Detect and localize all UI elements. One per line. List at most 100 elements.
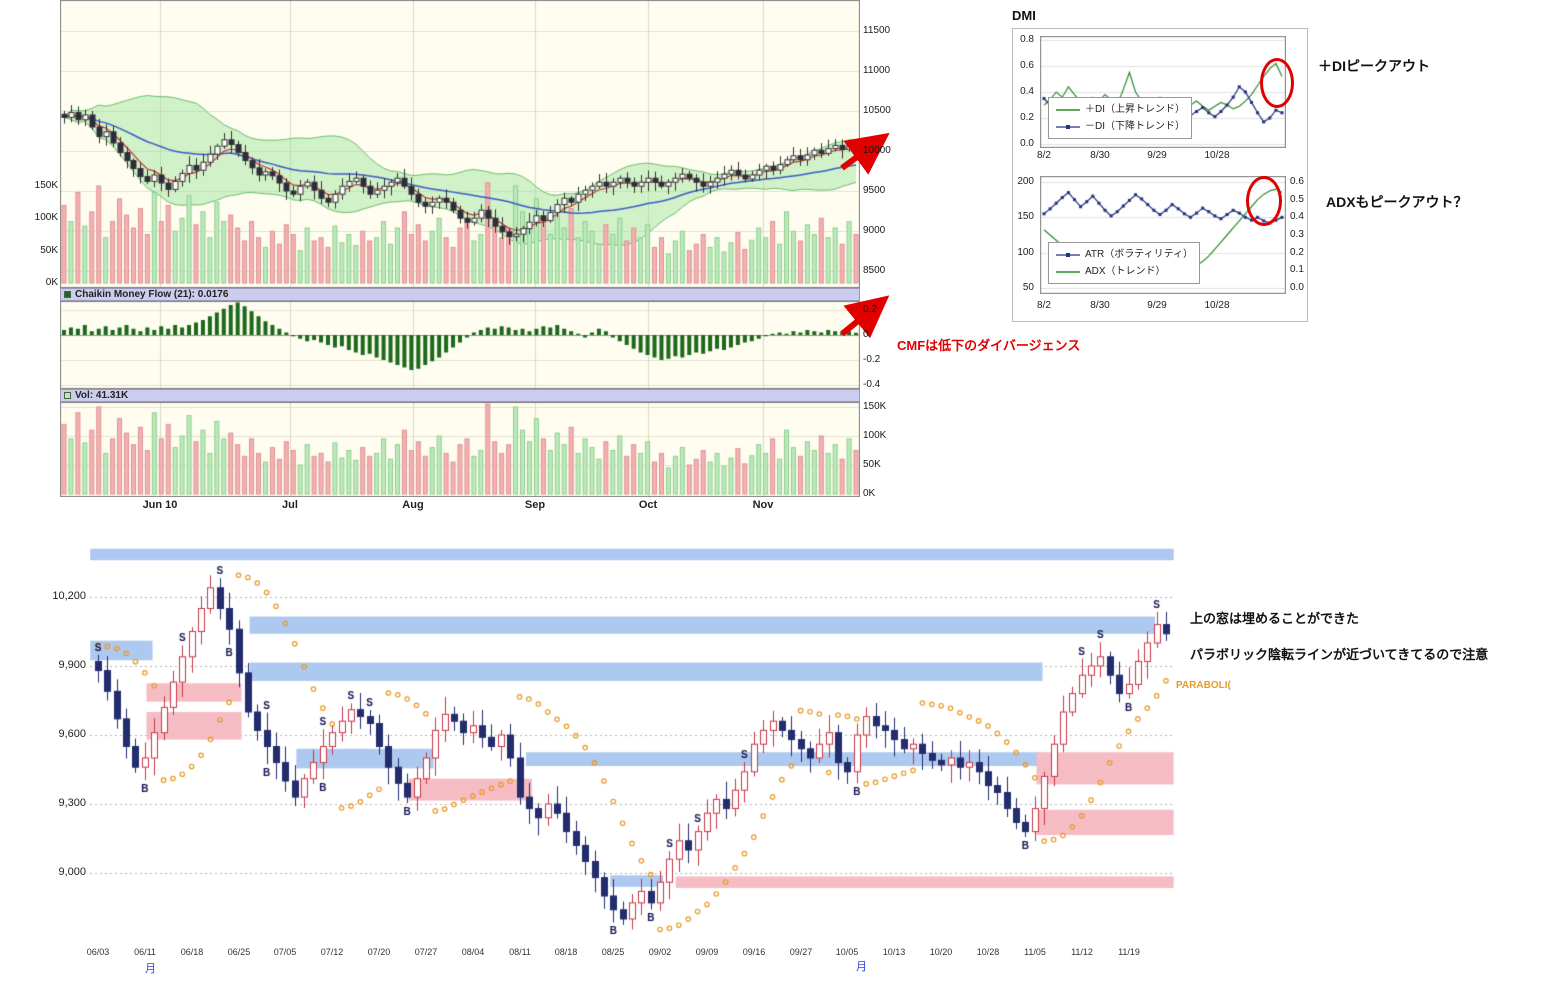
dmi-atr-x-tick: 9/29 — [1147, 300, 1167, 311]
daily-x-tick: 06/03 — [86, 947, 110, 957]
daily-x-tick: 07/12 — [320, 947, 344, 957]
daily-x-tick: 10/05 — [835, 947, 859, 957]
month-label: Jun 10 — [142, 499, 178, 511]
dmi-adx-y-tick: 0.4 — [1290, 211, 1304, 222]
atr-line-sample-icon — [1056, 252, 1080, 257]
daily-y-tick: 10,200 — [52, 590, 86, 602]
daily-candlestick-canvas — [90, 540, 1175, 952]
dmi-adx-y-tick: 0.2 — [1290, 247, 1304, 258]
window-filled-note: 上の窓は埋めることができた — [1190, 611, 1360, 626]
parabolic-legend-label: PARABOLI( — [1176, 680, 1231, 691]
daily-x-tick: 11/12 — [1071, 947, 1093, 957]
dmi-atr-y-tick: 100 — [1017, 247, 1034, 258]
daily-x-tick: 08/25 — [601, 947, 625, 957]
month-label: Sep — [524, 499, 546, 511]
cmf-axis-tick: -0.2 — [863, 354, 881, 365]
dmi-di-y-tick: 0.8 — [1020, 34, 1034, 45]
month-label: Aug — [402, 499, 424, 511]
price-axis-tick: 9500 — [863, 185, 886, 196]
volume-legend-label: Vol: 41.31K — [75, 390, 129, 401]
vol-axis-tick: 100K — [863, 430, 887, 441]
daily-x-tick: 10/28 — [976, 947, 1000, 957]
vol-axis-tick: 50K — [863, 459, 881, 470]
dmi-adx-y-tick: 0.1 — [1290, 264, 1304, 275]
daily-x-tick: 07/20 — [367, 947, 391, 957]
legend-item-minus-di: －DI（下降トレンド） — [1055, 118, 1185, 135]
cmf-header-strip: Chaikin Money Flow (21): 0.0176 — [60, 288, 860, 301]
price-axis-tick: 10500 — [863, 105, 891, 116]
cmf-legend-swatch-icon — [64, 291, 71, 298]
dmi-atr-y-tick: 200 — [1017, 176, 1034, 187]
daily-x-tick: 09/16 — [742, 947, 766, 957]
main-volume-axis-tick: 0K — [45, 277, 58, 288]
dmi-di-y-tick: 0.0 — [1020, 138, 1034, 149]
adx-peak-circle — [1246, 176, 1282, 226]
legend-item-adx: ADX（トレンド） — [1055, 263, 1193, 280]
price-axis-tick: 8500 — [863, 265, 886, 276]
plus-di-label: ＋DI（上昇トレンド） — [1085, 104, 1185, 115]
month-label: Nov — [752, 499, 774, 511]
daily-x-tick: 10/20 — [929, 947, 953, 957]
daily-x-tick: 09/27 — [789, 947, 813, 957]
adx-peakout-note: ADXもピークアウト？ — [1326, 194, 1468, 210]
dmi-adx-y-tick: 0.0 — [1290, 282, 1304, 293]
di-peak-circle — [1260, 58, 1294, 108]
dmi-adx-y-tick: 0.6 — [1290, 176, 1304, 187]
parabolic-warning-note: パラボリック陰転ラインが近づいてきてるので注意 — [1190, 647, 1489, 662]
dmi-atr-x-tick: 8/2 — [1037, 300, 1051, 311]
dmi-atr-y-tick: 50 — [1022, 282, 1034, 293]
daily-x-tick: 10/13 — [882, 947, 906, 957]
price-axis-tick: 11000 — [863, 65, 891, 76]
plus-di-line-sample-icon — [1056, 108, 1080, 111]
vol-axis-tick: 150K — [863, 401, 887, 412]
dmi-di-x-tick: 10/28 — [1204, 150, 1230, 161]
cmf-axis-tick: -0.4 — [863, 379, 881, 390]
daily-y-tick: 9,900 — [58, 659, 86, 671]
dmi-title: DMI — [1012, 8, 1036, 23]
main-price-chart-canvas — [60, 0, 860, 288]
month-label: Oct — [638, 499, 658, 511]
daily-x-tick: 08/18 — [554, 947, 578, 957]
dmi-di-x-tick: 9/29 — [1147, 150, 1167, 161]
main-volume-axis-tick: 100K — [34, 212, 58, 223]
daily-x-tick: 09/02 — [648, 947, 672, 957]
atr-label: ATR（ボラティリティ） — [1085, 249, 1194, 260]
daily-x-tick: 07/27 — [414, 947, 438, 957]
daily-x-tick: 06/11 — [134, 947, 156, 957]
daily-x-tick: 11/05 — [1024, 947, 1046, 957]
daily-x-tick: 11/19 — [1118, 947, 1140, 957]
price-axis-tick: 10000 — [863, 145, 891, 156]
daily-y-tick: 9,600 — [58, 728, 86, 740]
daily-x-tick: 08/04 — [461, 947, 485, 957]
dmi-di-legend: ＋DI（上昇トレンド） －DI（下降トレンド） — [1048, 97, 1192, 139]
daily-x-tick: 09/09 — [695, 947, 719, 957]
dmi-adx-y-tick: 0.5 — [1290, 194, 1304, 205]
volume-header-strip: Vol: 41.31K — [60, 389, 860, 402]
daily-x-tick: 06/25 — [227, 947, 251, 957]
daily-x-tick: 07/05 — [273, 947, 297, 957]
dmi-di-x-tick: 8/30 — [1090, 150, 1110, 161]
adx-label: ADX（トレンド） — [1085, 266, 1166, 277]
cmf-axis-tick: 0.2 — [863, 304, 877, 315]
volume-legend-swatch-icon — [64, 392, 71, 399]
main-volume-axis-tick: 50K — [40, 245, 58, 256]
cmf-divergence-note: CMFは低下のダイバージェンス — [897, 338, 1081, 353]
dmi-atr-x-tick: 10/28 — [1204, 300, 1230, 311]
legend-item-plus-di: ＋DI（上昇トレンド） — [1055, 101, 1185, 118]
cmf-legend-label: Chaikin Money Flow (21): 0.0176 — [75, 289, 229, 300]
dmi-di-y-tick: 0.4 — [1020, 86, 1034, 97]
month-marker-left: 月 — [145, 963, 156, 975]
cmf-axis-tick: 0 — [863, 329, 869, 340]
month-label: Jul — [282, 499, 298, 511]
price-axis-tick: 11500 — [863, 25, 891, 36]
dmi-di-y-tick: 0.6 — [1020, 60, 1034, 71]
minus-di-label: －DI（下降トレンド） — [1085, 121, 1185, 132]
month-marker-right: 月 — [856, 961, 867, 973]
main-volume-axis-tick: 150K — [34, 180, 58, 191]
dmi-atr-adx-legend: ATR（ボラティリティ） ADX（トレンド） — [1048, 242, 1201, 284]
daily-y-tick: 9,000 — [58, 866, 86, 878]
dmi-adx-y-tick: 0.3 — [1290, 229, 1304, 240]
legend-item-atr: ATR（ボラティリティ） — [1055, 246, 1193, 263]
volume-chart-canvas — [60, 402, 860, 497]
